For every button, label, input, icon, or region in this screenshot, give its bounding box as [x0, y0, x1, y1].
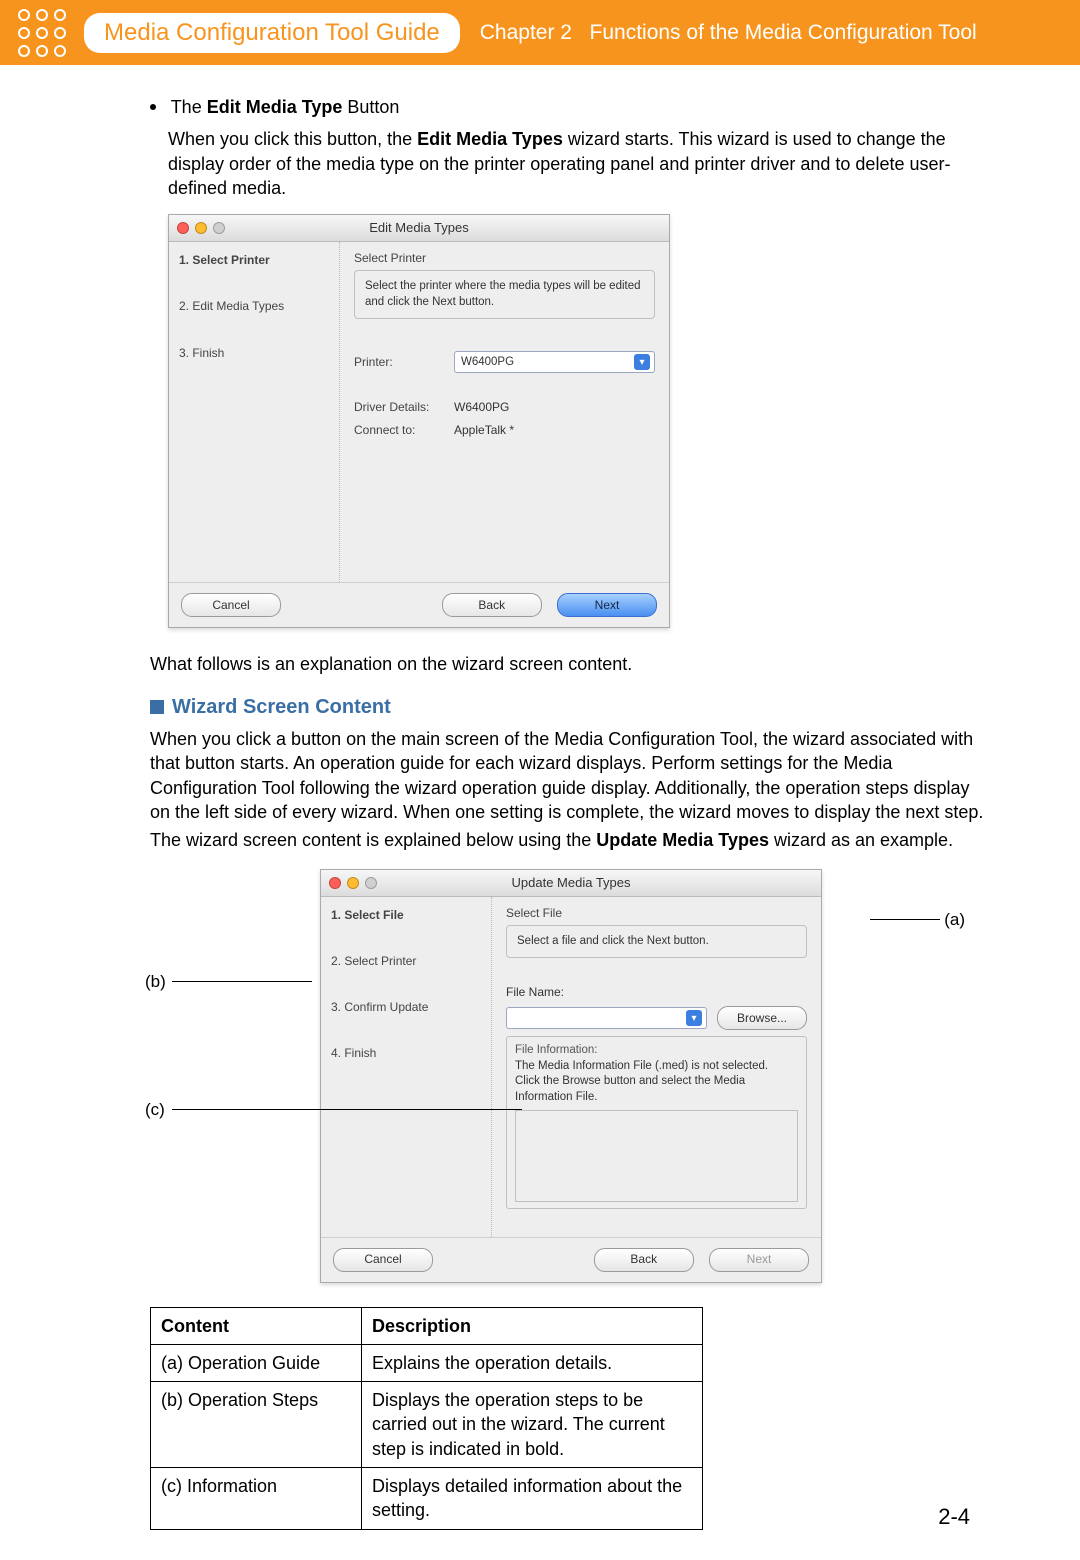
cell-content: (c) Information — [151, 1468, 362, 1530]
para-before: When you click this button, the — [168, 129, 417, 149]
page-number: 2-4 — [938, 1504, 970, 1530]
file-name-label: File Name: — [506, 984, 807, 1000]
dialog1-title: Edit Media Types — [169, 219, 669, 237]
next-button[interactable]: Next — [557, 593, 657, 617]
dialog2-main: Select File Select a file and click the … — [492, 897, 821, 1237]
dialog1-step-2: 2. Edit Media Types — [179, 298, 329, 314]
driver-details-label: Driver Details: — [354, 399, 444, 415]
para-bold: Edit Media Types — [417, 129, 563, 149]
wizard-section-para1: When you click a button on the main scre… — [150, 727, 990, 824]
dialog-edit-media-types: Edit Media Types 1. Select Printer 2. Ed… — [168, 214, 670, 628]
dialog1-titlebar: Edit Media Types — [169, 215, 669, 242]
content-description-table: Content Description (a) Operation Guide … — [150, 1307, 703, 1530]
table-header-row: Content Description — [151, 1307, 703, 1344]
dialog2-footer: Cancel Back Next — [321, 1237, 821, 1282]
chapter-text: Chapter 2 Functions of the Media Configu… — [480, 21, 977, 45]
dialog2-step-3: 3. Confirm Update — [331, 999, 481, 1015]
table-header-description: Description — [362, 1307, 703, 1344]
dialog2-titlebar: Update Media Types — [321, 870, 821, 897]
driver-details-value: W6400PG — [454, 399, 509, 415]
file-info-preview-box — [515, 1110, 798, 1202]
heading-prefix: The — [171, 97, 207, 117]
dialog1-group-title: Select Printer — [354, 250, 655, 266]
file-info-line1: The Media Information File (.med) is not… — [515, 1059, 798, 1075]
dialog-update-media-types: Update Media Types 1. Select File 2. Sel… — [320, 869, 822, 1283]
cancel-button[interactable]: Cancel — [333, 1248, 433, 1272]
printer-label: Printer: — [354, 354, 444, 370]
heading-suffix: Button — [342, 97, 399, 117]
dialog2-steps-sidebar: 1. Select File 2. Select Printer 3. Conf… — [321, 897, 492, 1237]
edit-media-type-heading: The Edit Media Type Button — [150, 95, 990, 119]
dropdown-arrow-icon: ▾ — [634, 354, 650, 370]
cancel-button[interactable]: Cancel — [181, 593, 281, 617]
table-row: (c) Information Displays detailed inform… — [151, 1468, 703, 1530]
printer-select-value: W6400PG — [461, 355, 514, 371]
dialog1-steps-sidebar: 1. Select Printer 2. Edit Media Types 3.… — [169, 242, 340, 582]
cell-content: (a) Operation Guide — [151, 1344, 362, 1381]
bullet-icon — [150, 104, 156, 110]
cell-description: Displays the operation steps to be carri… — [362, 1382, 703, 1468]
dialog2-title: Update Media Types — [321, 874, 821, 892]
dialog1-main: Select Printer Select the printer where … — [340, 242, 669, 582]
cell-content: (b) Operation Steps — [151, 1382, 362, 1468]
file-info-line2: Click the Browse button and select the M… — [515, 1074, 798, 1105]
callout-c-label: (c) — [145, 1099, 165, 1122]
wizard-section-para2: The wizard screen content is explained b… — [150, 828, 990, 852]
next-button[interactable]: Next — [709, 1248, 809, 1272]
dialog2-group-title: Select File — [506, 905, 807, 921]
file-name-select[interactable]: ▾ — [506, 1007, 707, 1029]
dialog2-step-4: 4. Finish — [331, 1045, 481, 1061]
wsp2-bold: Update Media Types — [596, 830, 769, 850]
square-bullet-icon — [150, 700, 164, 714]
cell-description: Displays detailed information about the … — [362, 1468, 703, 1530]
table-row: (a) Operation Guide Explains the operati… — [151, 1344, 703, 1381]
chapter-title: Functions of the Media Configuration Too… — [590, 21, 977, 44]
printer-select[interactable]: W6400PG ▾ — [454, 351, 655, 373]
dialog2-instruction: Select a file and click the Next button. — [517, 935, 709, 947]
table-header-content: Content — [151, 1307, 362, 1344]
back-button[interactable]: Back — [442, 593, 542, 617]
dialog1-step-3: 3. Finish — [179, 345, 329, 361]
wizard-section-heading: Wizard Screen Content — [150, 694, 990, 721]
callout-b-label: (b) — [145, 971, 166, 994]
chapter-label: Chapter 2 — [480, 21, 572, 44]
wsp2-after: wizard as an example. — [769, 830, 953, 850]
file-information-box: File Information: The Media Information … — [506, 1036, 807, 1208]
wsp2-before: The wizard screen content is explained b… — [150, 830, 596, 850]
wizard-section-title: Wizard Screen Content — [172, 696, 391, 718]
doc-header: Media Configuration Tool Guide Chapter 2… — [0, 0, 1080, 65]
file-info-title: File Information: — [515, 1043, 798, 1059]
connect-to-value: AppleTalk * — [454, 422, 514, 438]
edit-media-type-paragraph: When you click this button, the Edit Med… — [168, 127, 990, 200]
dialog1-step-1: 1. Select Printer — [179, 252, 329, 268]
browse-button[interactable]: Browse... — [717, 1006, 807, 1030]
decorative-dot-grid — [18, 9, 66, 57]
dialog1-footer: Cancel Back Next — [169, 582, 669, 627]
dropdown-arrow-icon: ▾ — [686, 1010, 702, 1026]
connect-to-label: Connect to: — [354, 422, 444, 438]
dialog2-step-2: 2. Select Printer — [331, 953, 481, 969]
page-content: The Edit Media Type Button When you clic… — [0, 65, 1080, 1560]
dialog2-instruction-box: Select a file and click the Next button. — [506, 925, 807, 959]
cell-description: Explains the operation details. — [362, 1344, 703, 1381]
dialog2-step-1: 1. Select File — [331, 907, 481, 923]
table-row: (b) Operation Steps Displays the operati… — [151, 1382, 703, 1468]
callout-a-label: (a) — [944, 909, 965, 932]
guide-title-pill: Media Configuration Tool Guide — [84, 13, 460, 53]
dialog1-instruction: Select the printer where the media types… — [365, 280, 641, 308]
mid-paragraph: What follows is an explanation on the wi… — [150, 652, 990, 676]
heading-bold: Edit Media Type — [207, 97, 343, 117]
dialog1-instruction-box: Select the printer where the media types… — [354, 270, 655, 319]
back-button[interactable]: Back — [594, 1248, 694, 1272]
dialog2-with-callouts: (b) (c) (a) Update Media Types — [220, 869, 920, 1283]
